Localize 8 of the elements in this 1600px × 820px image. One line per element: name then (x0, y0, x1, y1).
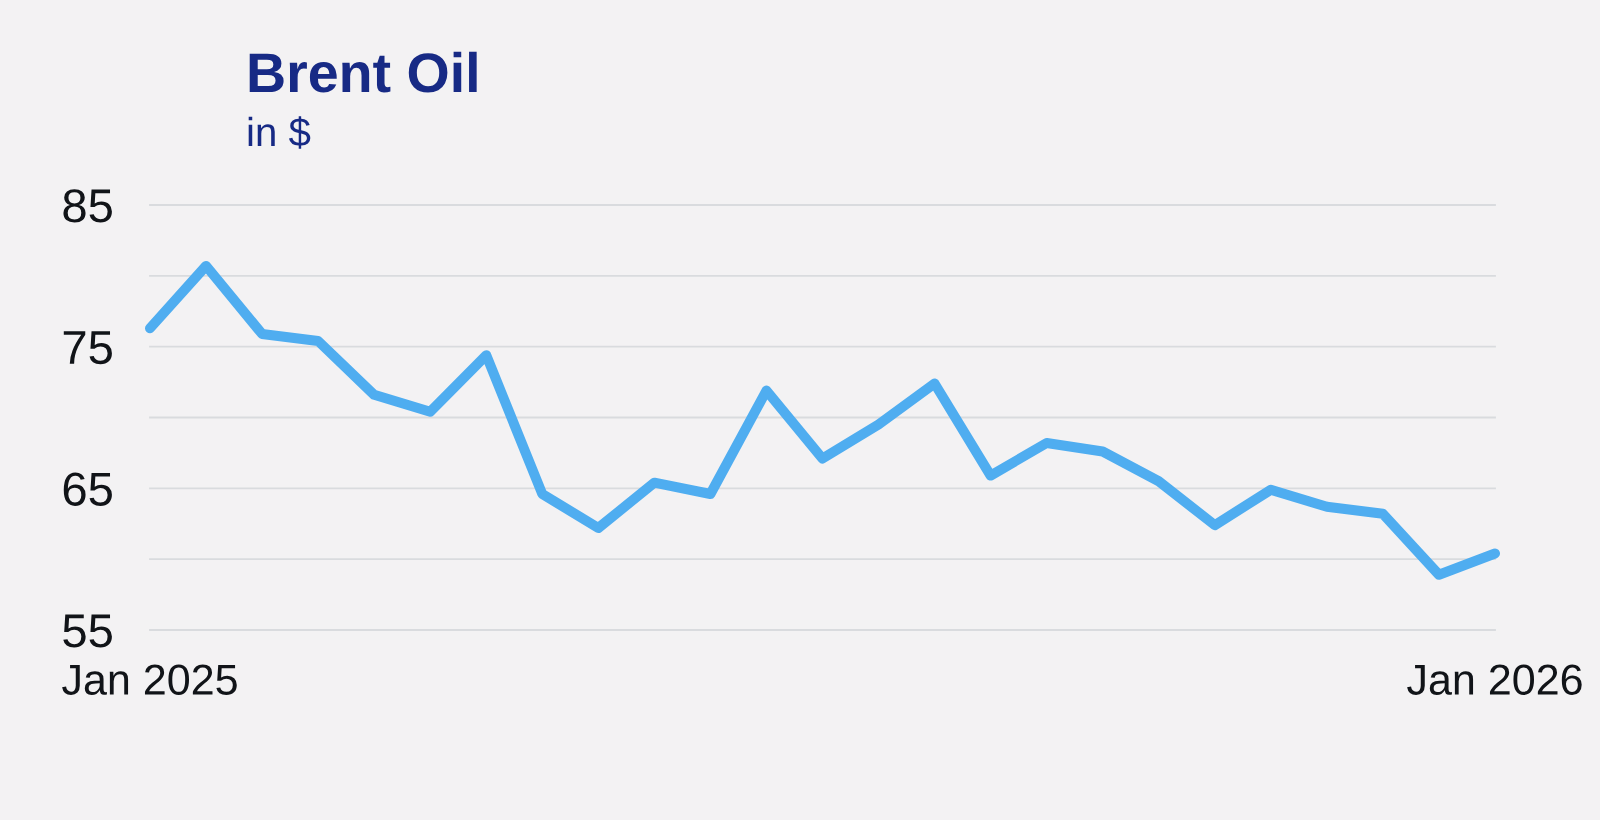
chart-subtitle: in $ (248, 116, 311, 149)
x-tick-label: Jan 2025 (62, 664, 237, 695)
y-tick-label: 85 (63, 189, 112, 223)
y-tick-label: 55 (63, 614, 112, 648)
y-tick-label: 65 (63, 472, 112, 506)
chart-title: Brent Oil (249, 51, 477, 93)
x-tick-label: Jan 2026 (1407, 664, 1582, 695)
y-tick-label: 75 (63, 331, 112, 365)
